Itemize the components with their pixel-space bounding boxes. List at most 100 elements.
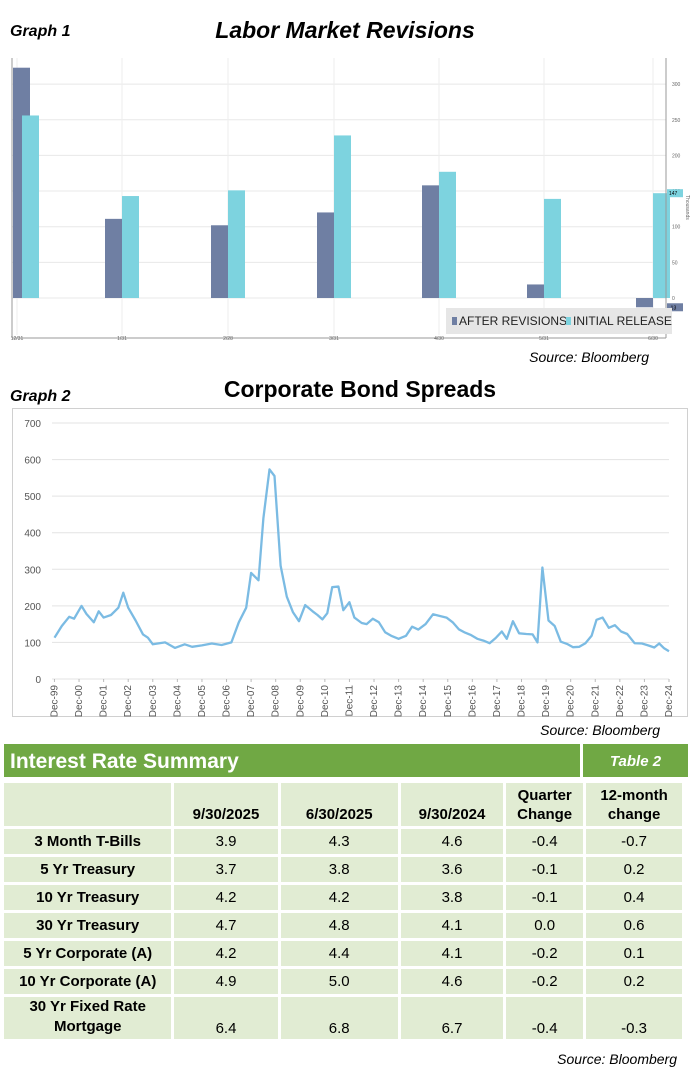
graph2-xtick-label: Dec-16 bbox=[467, 685, 478, 718]
cell: 6.4 bbox=[174, 997, 278, 1039]
graph1-value-flag bbox=[667, 303, 683, 312]
table-row: 30 Yr Treasury 4.7 4.8 4.1 0.0 0.6 bbox=[4, 913, 682, 938]
graph1-title: Labor Market Revisions bbox=[215, 17, 475, 43]
graph2-xtick-label: Dec-17 bbox=[492, 685, 503, 718]
graph1-source: Source: Bloomberg bbox=[529, 349, 649, 365]
cell: 0.0 bbox=[506, 913, 584, 938]
graph1-bar bbox=[422, 185, 439, 298]
graph2-xtick-label: Dec-24 bbox=[664, 685, 675, 718]
graph2-ytick-label: 0 bbox=[35, 675, 41, 686]
graph2-ytick-label: 700 bbox=[24, 419, 41, 430]
table-header-blank bbox=[4, 783, 172, 826]
graph2-xtick-label: Dec-14 bbox=[418, 685, 429, 718]
graph1-xtick-label: 6/30 bbox=[648, 336, 658, 342]
table-row: 10 Yr Corporate (A) 4.9 5.0 4.6 -0.2 0.2 bbox=[4, 969, 682, 994]
table-row: 5 Yr Treasury 3.7 3.8 3.6 -0.1 0.2 bbox=[4, 857, 682, 882]
graph1-ytick-label: 100 bbox=[672, 225, 681, 231]
cell: 3.9 bbox=[174, 829, 278, 854]
legend-swatch-initial-release bbox=[566, 317, 571, 325]
cell: -0.1 bbox=[506, 885, 584, 910]
table-header-col: 12-month change bbox=[586, 783, 682, 826]
graph1-xtick-label: 12/31 bbox=[11, 336, 24, 342]
graph2-xtick-label: Dec-21 bbox=[590, 685, 601, 718]
graph2-xtick-label: Dec-11 bbox=[344, 685, 355, 717]
cell: -0.2 bbox=[506, 969, 584, 994]
table-title: Interest Rate Summary bbox=[4, 744, 580, 777]
cell: -0.7 bbox=[586, 829, 682, 854]
legend-label-after-revisions: AFTER REVISIONS bbox=[459, 314, 567, 328]
graph2-frame bbox=[12, 408, 688, 717]
graph1-xtick-label: 3/31 bbox=[329, 336, 339, 342]
table-header-row: 9/30/2025 6/30/2025 9/30/2024 Quarter Ch… bbox=[4, 783, 682, 826]
graph2-ytick-label: 600 bbox=[24, 456, 41, 467]
graph1-xtick-label: 5/31 bbox=[539, 336, 549, 342]
graph2-xtick-label: Dec-19 bbox=[541, 685, 552, 718]
graph2-xtick-label: Dec-07 bbox=[246, 685, 257, 718]
graph2-ytick-label: 200 bbox=[24, 602, 41, 613]
cell: 4.1 bbox=[400, 941, 504, 966]
cell: 4.4 bbox=[280, 941, 398, 966]
graph2-xtick-label: Dec-23 bbox=[639, 685, 650, 718]
cell: -0.1 bbox=[506, 857, 584, 882]
graph1-value-flag bbox=[667, 189, 683, 198]
graph2-ytick-label: 300 bbox=[24, 565, 41, 576]
cell: -0.3 bbox=[586, 997, 682, 1039]
cell: 4.1 bbox=[400, 913, 504, 938]
graph1-label: Graph 1 bbox=[10, 23, 71, 40]
cell: 3.8 bbox=[400, 885, 504, 910]
graph2-series-line bbox=[53, 468, 670, 653]
legend-label-initial-release: INITIAL RELEASE bbox=[573, 314, 672, 328]
graph2-xtick-label: Dec-00 bbox=[74, 685, 85, 718]
cell: 0.1 bbox=[586, 941, 682, 966]
cell: 4.6 bbox=[400, 969, 504, 994]
graph1-chart: 050100150200250300Thousands12/311/312/28… bbox=[11, 58, 690, 342]
table-header-col: Quarter Change bbox=[506, 783, 584, 826]
graph1-ytick-label: 250 bbox=[672, 118, 681, 124]
cell: 4.2 bbox=[174, 885, 278, 910]
graph1-bar bbox=[636, 298, 653, 308]
graph2-xtick-label: Dec-06 bbox=[222, 685, 233, 718]
row-label: 5 Yr Treasury bbox=[4, 857, 172, 882]
table-source: Source: Bloomberg bbox=[557, 1051, 677, 1067]
graph2-xtick-label: Dec-03 bbox=[148, 685, 159, 718]
cell: 0.6 bbox=[586, 913, 682, 938]
graph2-xtick-label: Dec-13 bbox=[394, 685, 405, 718]
graph1-xtick-label: 4/30 bbox=[434, 336, 444, 342]
graph1-bar bbox=[544, 198, 561, 298]
table-header-col: 9/30/2025 bbox=[174, 783, 278, 826]
cell: 0.4 bbox=[586, 885, 682, 910]
cell: -0.4 bbox=[506, 829, 584, 854]
row-label: 30 Yr Fixed Rate Mortgage bbox=[4, 997, 172, 1039]
table-header-col: 9/30/2024 bbox=[400, 783, 504, 826]
graph2-ytick-label: 500 bbox=[24, 492, 41, 503]
graph1-bar bbox=[211, 225, 228, 298]
table-row: 30 Yr Fixed Rate Mortgage 6.4 6.8 6.7 -0… bbox=[4, 997, 682, 1039]
graph1-bar bbox=[317, 212, 334, 298]
table-row: 5 Yr Corporate (A) 4.2 4.4 4.1 -0.2 0.1 bbox=[4, 941, 682, 966]
graph2-xtick-label: Dec-22 bbox=[615, 685, 626, 718]
graph1-bar bbox=[122, 196, 139, 298]
graph2-xtick-label: Dec-10 bbox=[320, 685, 331, 718]
graph1-ylabel: Thousands bbox=[684, 195, 690, 220]
legend-swatch-after-revisions bbox=[452, 317, 457, 325]
cell: 4.2 bbox=[280, 885, 398, 910]
graph2-xtick-label: Dec-08 bbox=[271, 685, 282, 718]
table-row: 3 Month T-Bills 3.9 4.3 4.6 -0.4 -0.7 bbox=[4, 829, 682, 854]
row-label: 10 Yr Treasury bbox=[4, 885, 172, 910]
graph2-xtick-label: Dec-20 bbox=[566, 685, 577, 718]
graph1-xtick-label: 2/28 bbox=[223, 336, 233, 342]
cell: 3.8 bbox=[280, 857, 398, 882]
cell: 4.7 bbox=[174, 913, 278, 938]
graph2-xtick-label: Dec-15 bbox=[443, 685, 454, 718]
graph2-xtick-label: Dec-99 bbox=[49, 685, 60, 718]
cell: 5.0 bbox=[280, 969, 398, 994]
row-label: 30 Yr Treasury bbox=[4, 913, 172, 938]
graph1-ytick-label: 200 bbox=[672, 153, 681, 159]
graph2-label: Graph 2 bbox=[10, 388, 71, 405]
row-label: 5 Yr Corporate (A) bbox=[4, 941, 172, 966]
graph2-title: Corporate Bond Spreads bbox=[223, 376, 497, 402]
graph1-bar bbox=[334, 135, 351, 298]
cell: 4.6 bbox=[400, 829, 504, 854]
cell: 4.9 bbox=[174, 969, 278, 994]
graph1-value-flag-label: -13 bbox=[669, 305, 676, 311]
